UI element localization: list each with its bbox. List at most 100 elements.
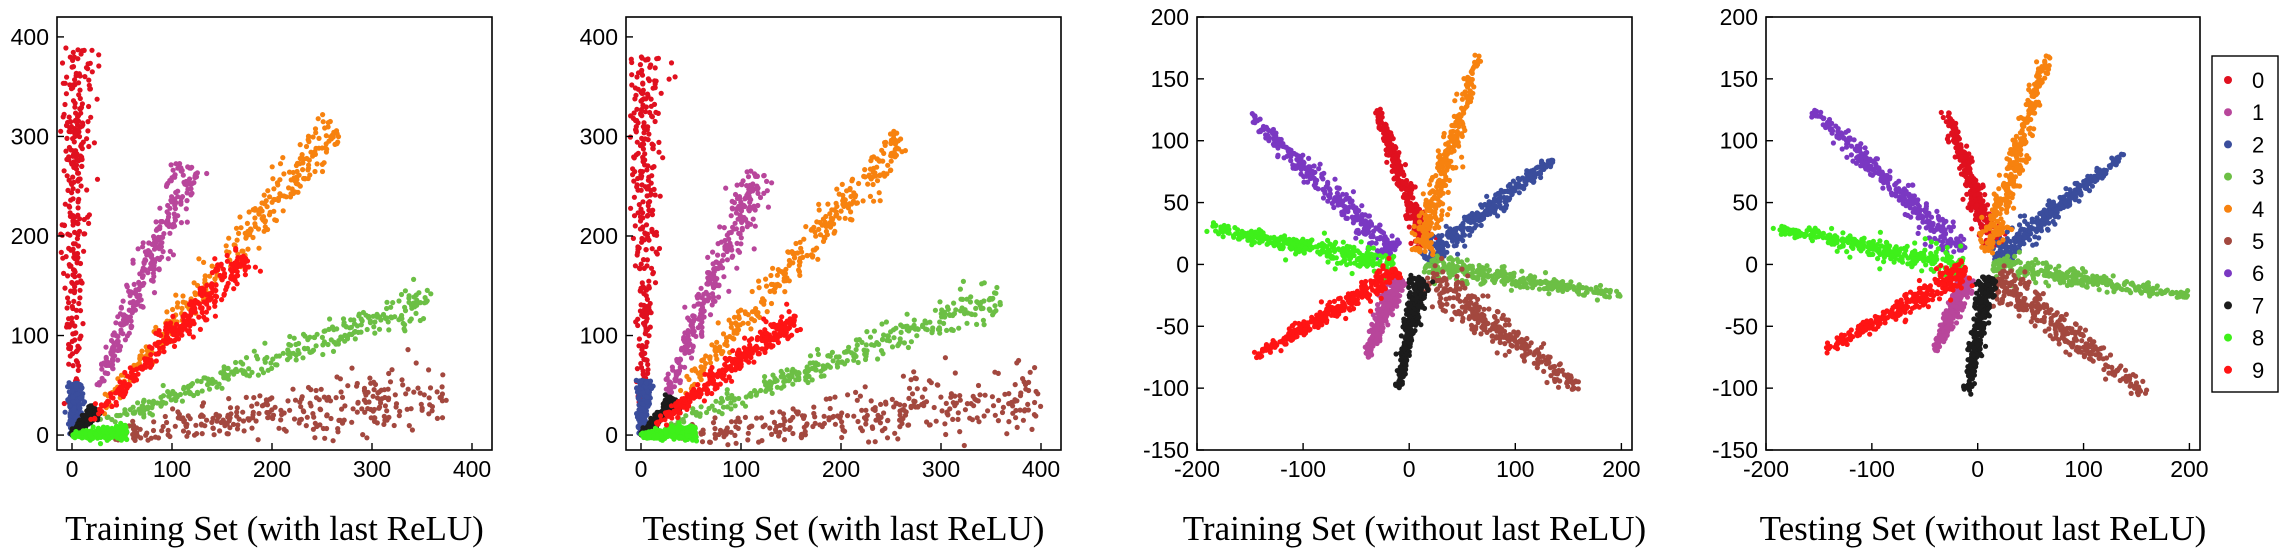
point-class-9 xyxy=(228,266,234,273)
point-class-5 xyxy=(881,410,887,416)
point-class-0 xyxy=(639,169,646,175)
point-class-3 xyxy=(380,311,387,318)
point-class-0 xyxy=(74,151,80,157)
point-class-3 xyxy=(384,299,390,305)
point-class-5 xyxy=(249,403,255,409)
point-class-5 xyxy=(162,413,168,420)
point-class-1 xyxy=(729,206,736,212)
point-class-4 xyxy=(243,231,249,237)
point-class-4 xyxy=(259,200,265,206)
point-class-4 xyxy=(315,116,321,122)
point-class-5 xyxy=(349,365,355,371)
point-class-0 xyxy=(647,208,653,214)
point-class-1 xyxy=(175,194,181,200)
point-class-0 xyxy=(648,62,654,68)
point-class-4 xyxy=(322,125,328,131)
point-class-3 xyxy=(255,372,261,378)
point-class-5 xyxy=(707,439,714,445)
point-class-5 xyxy=(1029,426,1035,432)
point-class-4 xyxy=(888,150,894,157)
point-class-4 xyxy=(240,248,246,254)
point-class-5 xyxy=(895,436,901,442)
point-class-1 xyxy=(180,172,186,178)
point-class-0 xyxy=(62,285,68,291)
point-class-4 xyxy=(749,288,755,295)
point-class-0 xyxy=(87,86,93,92)
point-class-5 xyxy=(330,438,336,444)
point-class-3 xyxy=(392,314,398,320)
point-class-9 xyxy=(135,371,141,377)
point-class-1 xyxy=(113,320,119,326)
point-class-4 xyxy=(763,276,769,282)
point-class-4 xyxy=(796,269,803,275)
point-class-3 xyxy=(253,353,260,359)
point-class-3 xyxy=(221,367,227,373)
point-class-4 xyxy=(180,293,186,299)
point-class-5 xyxy=(759,438,765,444)
point-class-3 xyxy=(853,347,859,353)
point-class-5 xyxy=(1020,417,1026,423)
point-class-0 xyxy=(651,186,657,192)
point-class-3 xyxy=(204,382,211,388)
point-class-3 xyxy=(270,356,276,362)
point-class-1 xyxy=(710,276,716,282)
point-class-0 xyxy=(656,139,662,145)
point-class-5 xyxy=(426,367,432,373)
point-class-4 xyxy=(867,193,874,199)
point-class-5 xyxy=(299,394,305,400)
point-class-5 xyxy=(771,419,778,425)
point-class-0 xyxy=(639,280,645,286)
point-class-9 xyxy=(209,281,215,287)
point-class-4 xyxy=(173,292,179,298)
point-class-0 xyxy=(71,179,77,185)
point-class-0 xyxy=(634,252,640,258)
point-class-0 xyxy=(640,146,647,152)
point-class-3 xyxy=(758,387,764,394)
point-class-0 xyxy=(65,119,71,126)
point-class-5 xyxy=(903,409,909,415)
point-class-5 xyxy=(249,425,255,431)
point-class-5 xyxy=(434,415,440,421)
point-class-0 xyxy=(646,278,652,284)
point-class-4 xyxy=(319,168,326,175)
point-class-5 xyxy=(243,394,249,400)
point-class-9 xyxy=(212,256,218,262)
point-class-4 xyxy=(712,347,718,353)
point-class-4 xyxy=(212,276,218,282)
point-class-0 xyxy=(646,237,652,243)
point-class-3 xyxy=(812,367,819,373)
point-class-5 xyxy=(375,395,381,401)
point-class-5 xyxy=(276,425,282,431)
point-class-9 xyxy=(92,401,98,407)
point-class-3 xyxy=(810,360,816,366)
point-class-3 xyxy=(251,348,257,354)
point-class-1 xyxy=(153,219,159,225)
point-class-3 xyxy=(280,350,286,356)
point-class-0 xyxy=(77,336,83,342)
point-class-0 xyxy=(67,263,73,269)
point-class-5 xyxy=(745,437,751,443)
point-class-3 xyxy=(411,294,417,300)
point-class-2 xyxy=(72,414,78,420)
point-class-5 xyxy=(942,421,948,427)
point-class-5 xyxy=(363,392,369,398)
point-class-4 xyxy=(252,215,258,221)
point-class-3 xyxy=(325,341,331,348)
point-class-4 xyxy=(226,235,232,241)
point-class-5 xyxy=(811,404,817,410)
point-class-4 xyxy=(321,160,327,166)
point-class-1 xyxy=(128,325,134,331)
point-class-5 xyxy=(832,421,839,427)
point-class-3 xyxy=(287,333,293,340)
point-class-4 xyxy=(761,301,767,307)
point-class-0 xyxy=(66,157,72,163)
point-class-4 xyxy=(724,338,730,344)
point-class-0 xyxy=(69,303,75,310)
point-class-0 xyxy=(86,103,92,110)
point-class-4 xyxy=(262,219,268,225)
point-class-3 xyxy=(893,325,899,331)
point-class-4 xyxy=(824,232,831,238)
point-class-5 xyxy=(381,421,387,427)
point-class-0 xyxy=(77,106,83,112)
